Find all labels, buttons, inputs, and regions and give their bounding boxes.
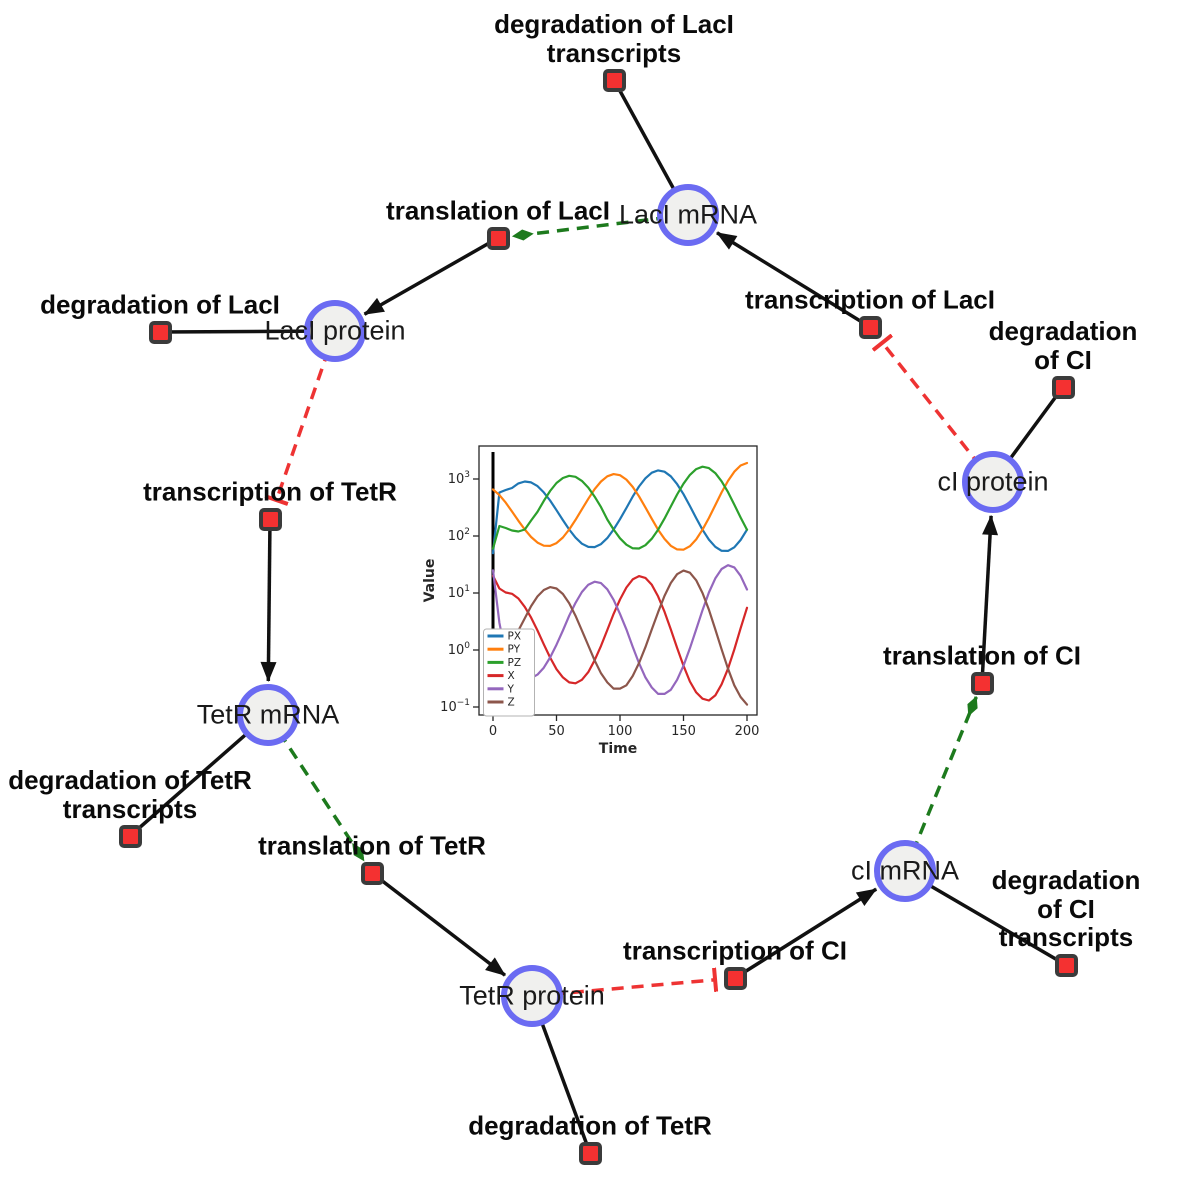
x-tick-label-0: 0	[489, 724, 497, 739]
edge-production-transcription-tetr-to-tetr-mrna	[260, 518, 277, 682]
series-line-z	[491, 569, 749, 706]
series-line-px	[491, 469, 749, 555]
y-tick-label-1e1: 101	[448, 584, 470, 601]
legend-label-x: X	[508, 670, 515, 682]
legend-label-pz: PZ	[508, 657, 522, 669]
x-tick-label-200: 200	[735, 724, 760, 739]
x-tick-label-50: 50	[548, 724, 565, 739]
reaction-node-degradation-ci-transcripts[interactable]	[1054, 953, 1078, 977]
legend-label-z: Z	[508, 697, 515, 709]
reaction-node-degradation-ci[interactable]	[1051, 375, 1075, 399]
legend-label-px: PX	[508, 631, 522, 643]
reaction-node-degradation-tetr[interactable]	[578, 1141, 602, 1165]
y-tick-label-1e3: 103	[448, 470, 470, 487]
species-node-ci-mrna[interactable]	[874, 840, 936, 902]
reaction-node-translation-ci[interactable]	[970, 671, 994, 695]
edge-production-translation-laci-to-laci-protein	[363, 236, 499, 316]
reaction-node-degradation-tetr-transcripts[interactable]	[118, 824, 142, 848]
y-tick-label-1e-1: 10−1	[440, 698, 470, 715]
series-line-py	[491, 461, 749, 551]
y-tick-label-1e0: 100	[448, 641, 471, 658]
x-axis-title: Time	[599, 741, 637, 757]
species-node-tetr-mrna[interactable]	[237, 684, 299, 746]
reaction-node-degradation-laci[interactable]	[148, 320, 172, 344]
species-node-tetr-protein[interactable]	[501, 965, 563, 1027]
reaction-node-transcription-ci[interactable]	[723, 966, 747, 990]
y-axis-title: Value	[422, 559, 438, 603]
legend-label-y: Y	[507, 683, 515, 695]
edge-consumption-ci-mrna-to-degradation-ci-transcripts	[904, 869, 1067, 967]
series-line-x	[491, 574, 749, 702]
edge-production-transcription-laci-to-laci-mrna	[716, 231, 871, 329]
reaction-node-translation-laci[interactable]	[486, 226, 510, 250]
edge-production-translation-tetr-to-tetr-protein	[370, 871, 507, 977]
reaction-node-degradation-laci-transcripts[interactable]	[602, 68, 626, 92]
x-tick-label-150: 150	[671, 724, 696, 739]
species-node-laci-protein[interactable]	[304, 300, 366, 362]
reaction-node-transcription-tetr[interactable]	[258, 507, 282, 531]
series-line-y	[491, 564, 749, 696]
y-tick-label-1e2: 102	[448, 527, 470, 544]
species-node-ci-protein[interactable]	[962, 451, 1024, 513]
x-tick-label-100: 100	[608, 724, 633, 739]
species-node-laci-mrna[interactable]	[657, 184, 719, 246]
edge-production-translation-ci-to-ci-protein	[980, 514, 999, 684]
reaction-node-translation-tetr[interactable]	[360, 861, 384, 885]
series-line-pz	[491, 465, 749, 550]
reaction-node-transcription-laci[interactable]	[858, 315, 882, 339]
legend-box	[483, 628, 535, 717]
legend-label-py: PY	[508, 644, 521, 656]
edge-production-transcription-ci-to-ci-mrna	[734, 887, 878, 980]
plot-frame	[478, 445, 758, 716]
